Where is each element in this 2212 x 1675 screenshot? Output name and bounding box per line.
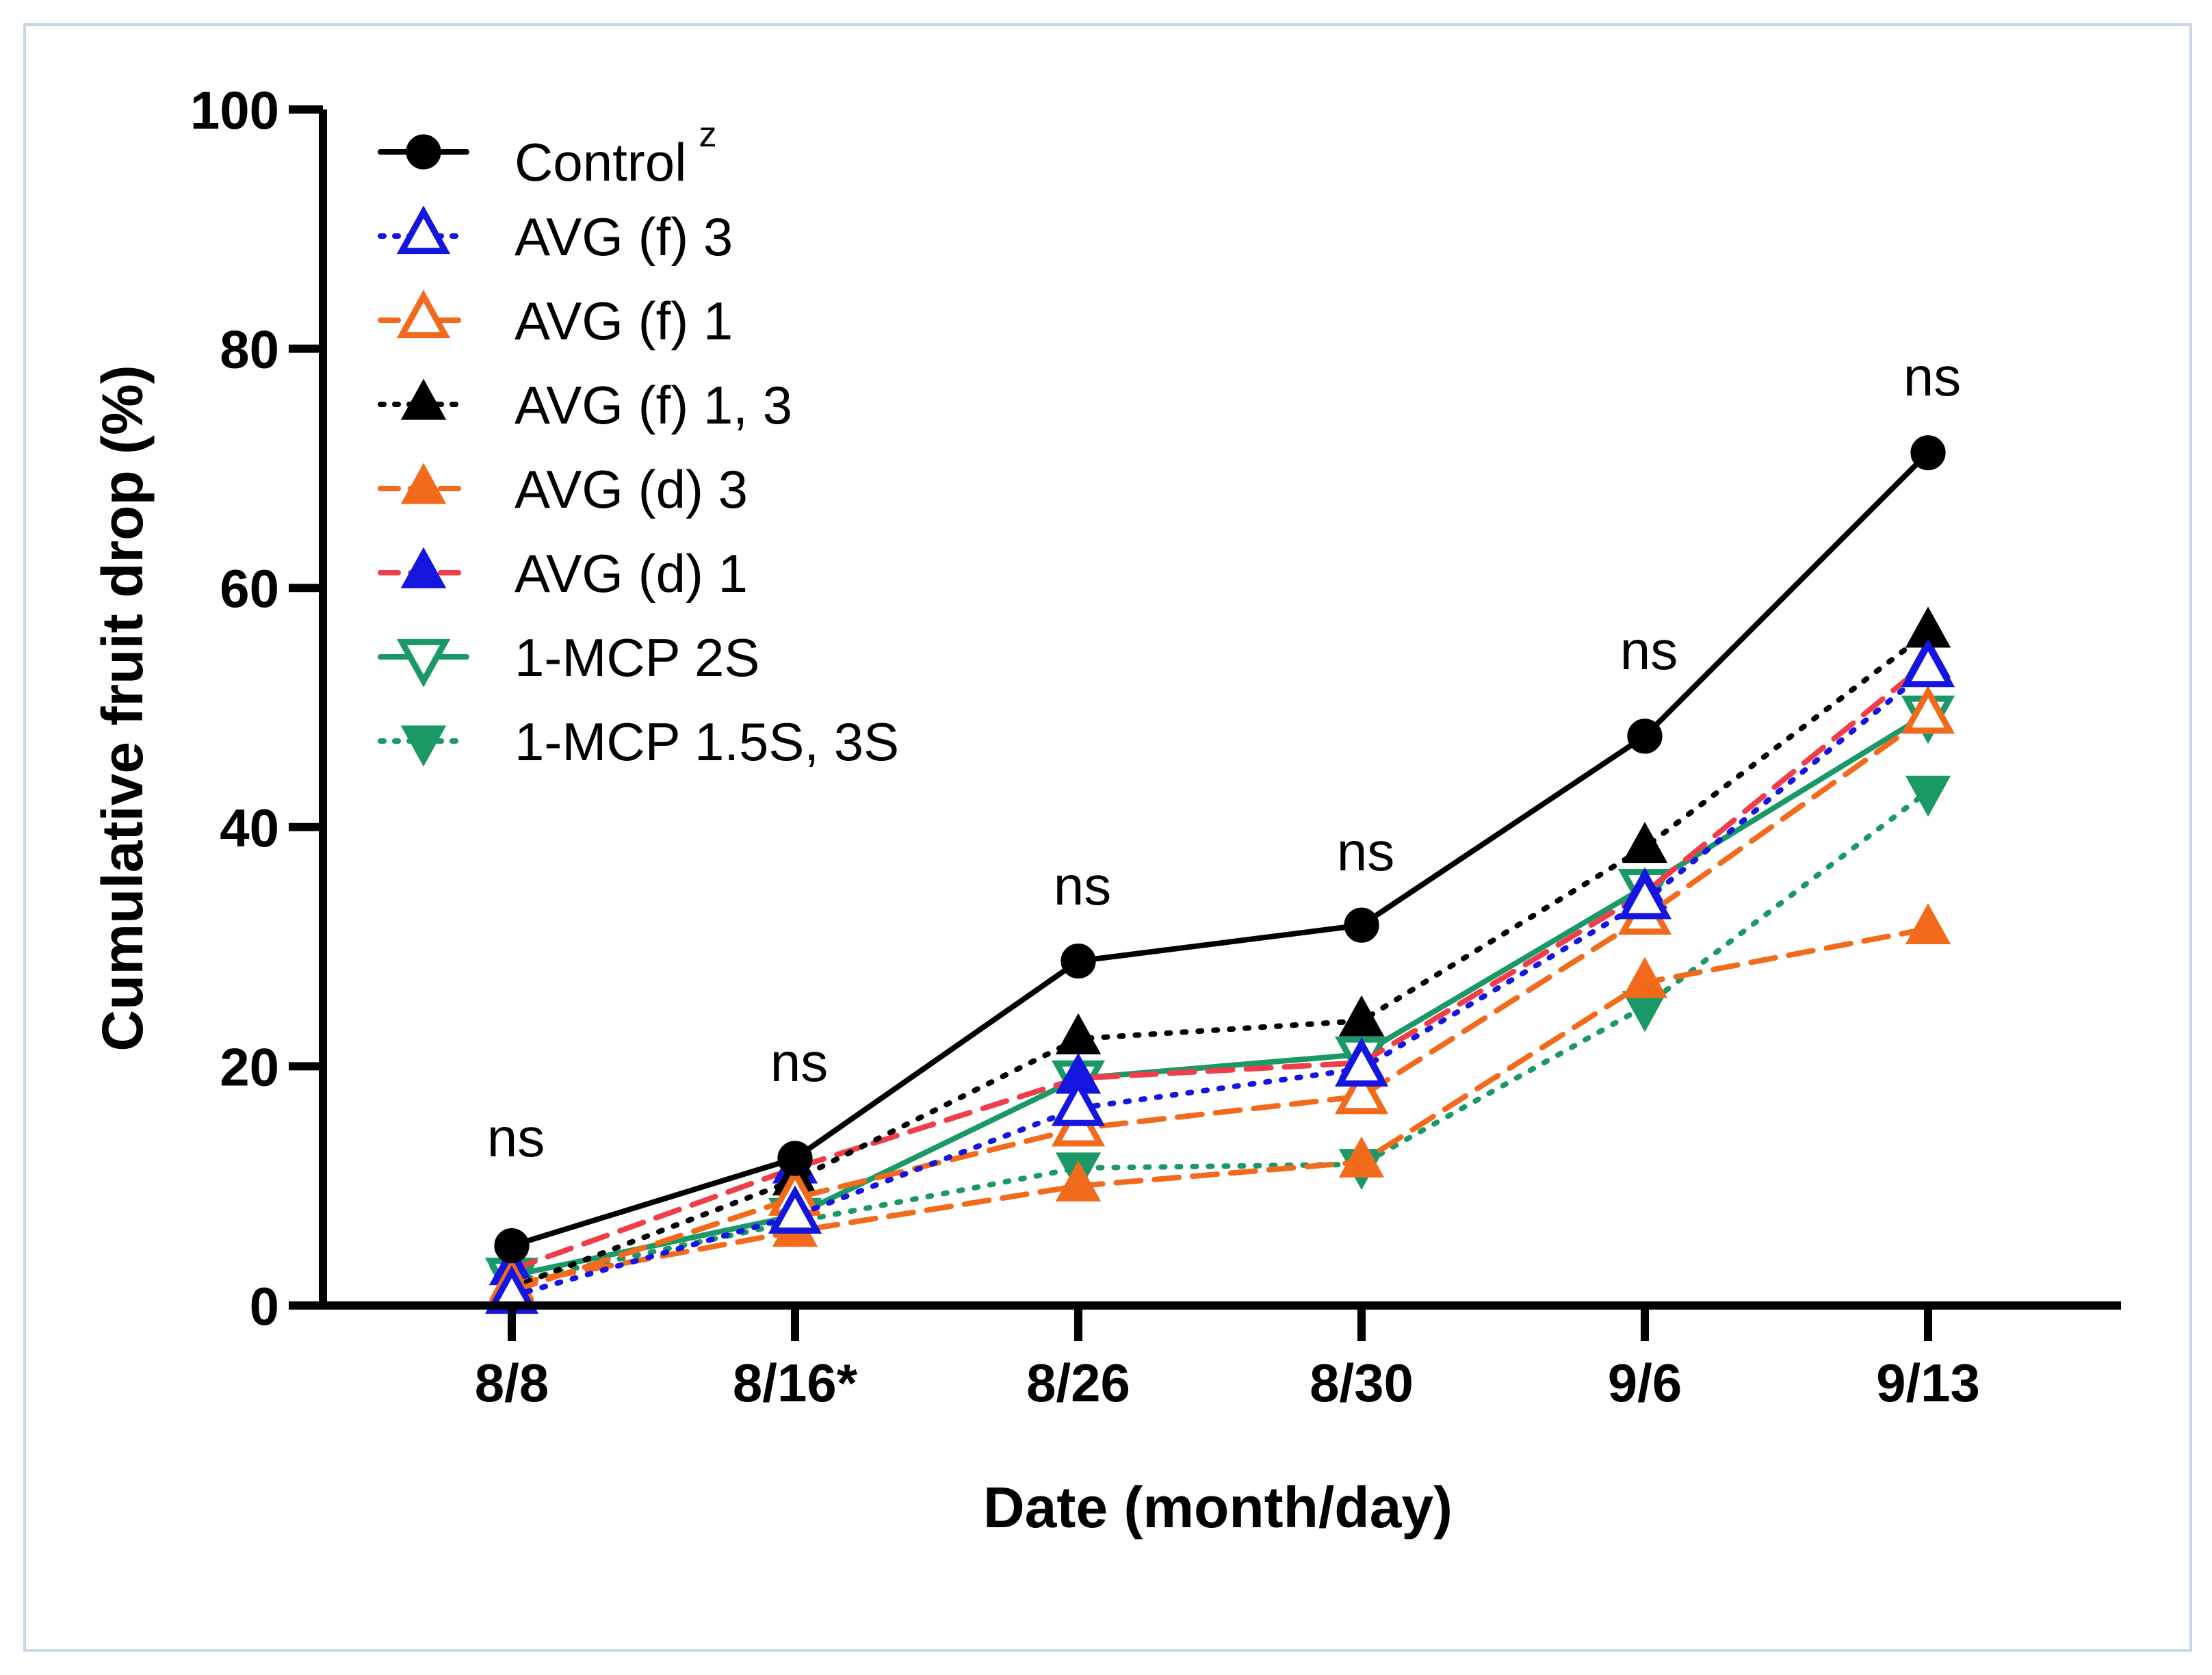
significance-label: ns (1054, 855, 1112, 916)
legend-label: AVG (f) 3 (515, 207, 733, 267)
legend-marker (396, 638, 451, 688)
x-tick-label: 8/16* (733, 1353, 858, 1413)
data-point (1905, 775, 1951, 817)
legend-label: Control z (515, 115, 716, 192)
y-tick-label: 60 (220, 558, 279, 619)
x-axis-title: Date (month/day) (983, 1475, 1453, 1540)
axes (319, 109, 2121, 1310)
series-1-mcp-2s (484, 695, 1955, 1306)
x-tick-label: 8/30 (1310, 1353, 1414, 1413)
y-tick-label: 40 (220, 798, 279, 858)
data-point (1338, 1136, 1385, 1178)
series-line (509, 659, 1931, 1273)
data-point (1901, 638, 1955, 688)
legend-marker (396, 205, 451, 255)
series-line (509, 926, 1931, 1287)
data-point (1617, 870, 1672, 920)
legend-marker (396, 289, 451, 339)
legend-item: 1-MCP 1.5S, 3S (378, 712, 899, 772)
x-tick-label: 9/6 (1608, 1353, 1682, 1413)
x-tick-label: 9/13 (1876, 1353, 1980, 1413)
significance-label: ns (487, 1107, 545, 1168)
legend: Control z AVG (f) 3 AVG (f) 1 AVG (f) 1, 3 AV… (378, 115, 899, 772)
legend-marker (400, 463, 447, 504)
figure-frame (23, 23, 2192, 1652)
y-tick-label: 80 (220, 320, 279, 380)
significance-label: ns (1903, 346, 1962, 407)
legend-label: AVG (f) 1 (515, 291, 733, 351)
x-tick-label: 8/8 (475, 1353, 549, 1413)
legend-item: Control z (378, 115, 716, 192)
series-line (509, 788, 1931, 1285)
data-point (1622, 822, 1668, 864)
ticks: 0 20 40 60 80 100 8/8 8/16* 8/26 8/30 9/6 9/13 (190, 80, 1980, 1413)
legend-marker (400, 378, 447, 420)
legend-superscript: z (699, 115, 716, 155)
series-line (509, 629, 1931, 1290)
data-point (1627, 718, 1663, 754)
series-line (509, 713, 1931, 1295)
legend-marker (400, 725, 447, 767)
legend-item: AVG (f) 3 (378, 205, 733, 267)
series-line (509, 666, 1931, 1299)
data-point (1910, 435, 1946, 471)
data-point (1051, 1077, 1106, 1126)
data-point (768, 1185, 822, 1234)
data-point (1344, 907, 1379, 943)
legend-item: AVG (d) 1 (378, 543, 748, 603)
legend-label: AVG (d) 3 (515, 459, 748, 519)
data-point (1061, 943, 1096, 979)
data-point (1055, 1160, 1102, 1202)
legend-item: AVG (d) 3 (378, 459, 748, 519)
series-avg-f-3 (484, 638, 1955, 1314)
series-control (494, 435, 1946, 1264)
y-tick-label: 20 (220, 1037, 279, 1097)
legend-label: 1-MCP 1.5S, 3S (515, 712, 899, 772)
series-layer (484, 435, 1955, 1314)
data-point (1622, 957, 1668, 998)
y-tick-label: 0 (250, 1276, 279, 1336)
y-tick-label: 100 (190, 80, 279, 140)
significance-label: ns (1620, 620, 1678, 681)
data-point (1905, 903, 1951, 945)
legend-label: 1-MCP 2S (515, 627, 759, 688)
legend-item: AVG (f) 1 (378, 289, 733, 351)
data-point (1334, 1065, 1389, 1115)
legend-label: AVG (d) 1 (515, 543, 748, 603)
legend-item: 1-MCP 2S (378, 627, 759, 688)
legend-marker (406, 134, 441, 170)
data-point (1334, 1038, 1389, 1087)
data-point (1901, 685, 1955, 734)
x-tick-label: 8/26 (1026, 1353, 1130, 1413)
legend-item: AVG (f) 1, 3 (378, 375, 792, 435)
data-point (494, 1228, 530, 1264)
series-line (509, 710, 1931, 1279)
data-point (1055, 1013, 1102, 1054)
series-line (509, 450, 1931, 1249)
significance-label: ns (770, 1032, 829, 1093)
y-axis-title: Cumulative fruit drop (%) (90, 365, 155, 1051)
data-point (1338, 995, 1385, 1037)
data-point (777, 1141, 813, 1176)
legend-label: AVG (f) 1, 3 (515, 375, 792, 435)
significance-label: ns (1337, 821, 1395, 882)
legend-marker (400, 547, 447, 588)
significance-labels: ns ns ns ns ns ns (487, 346, 1962, 1168)
